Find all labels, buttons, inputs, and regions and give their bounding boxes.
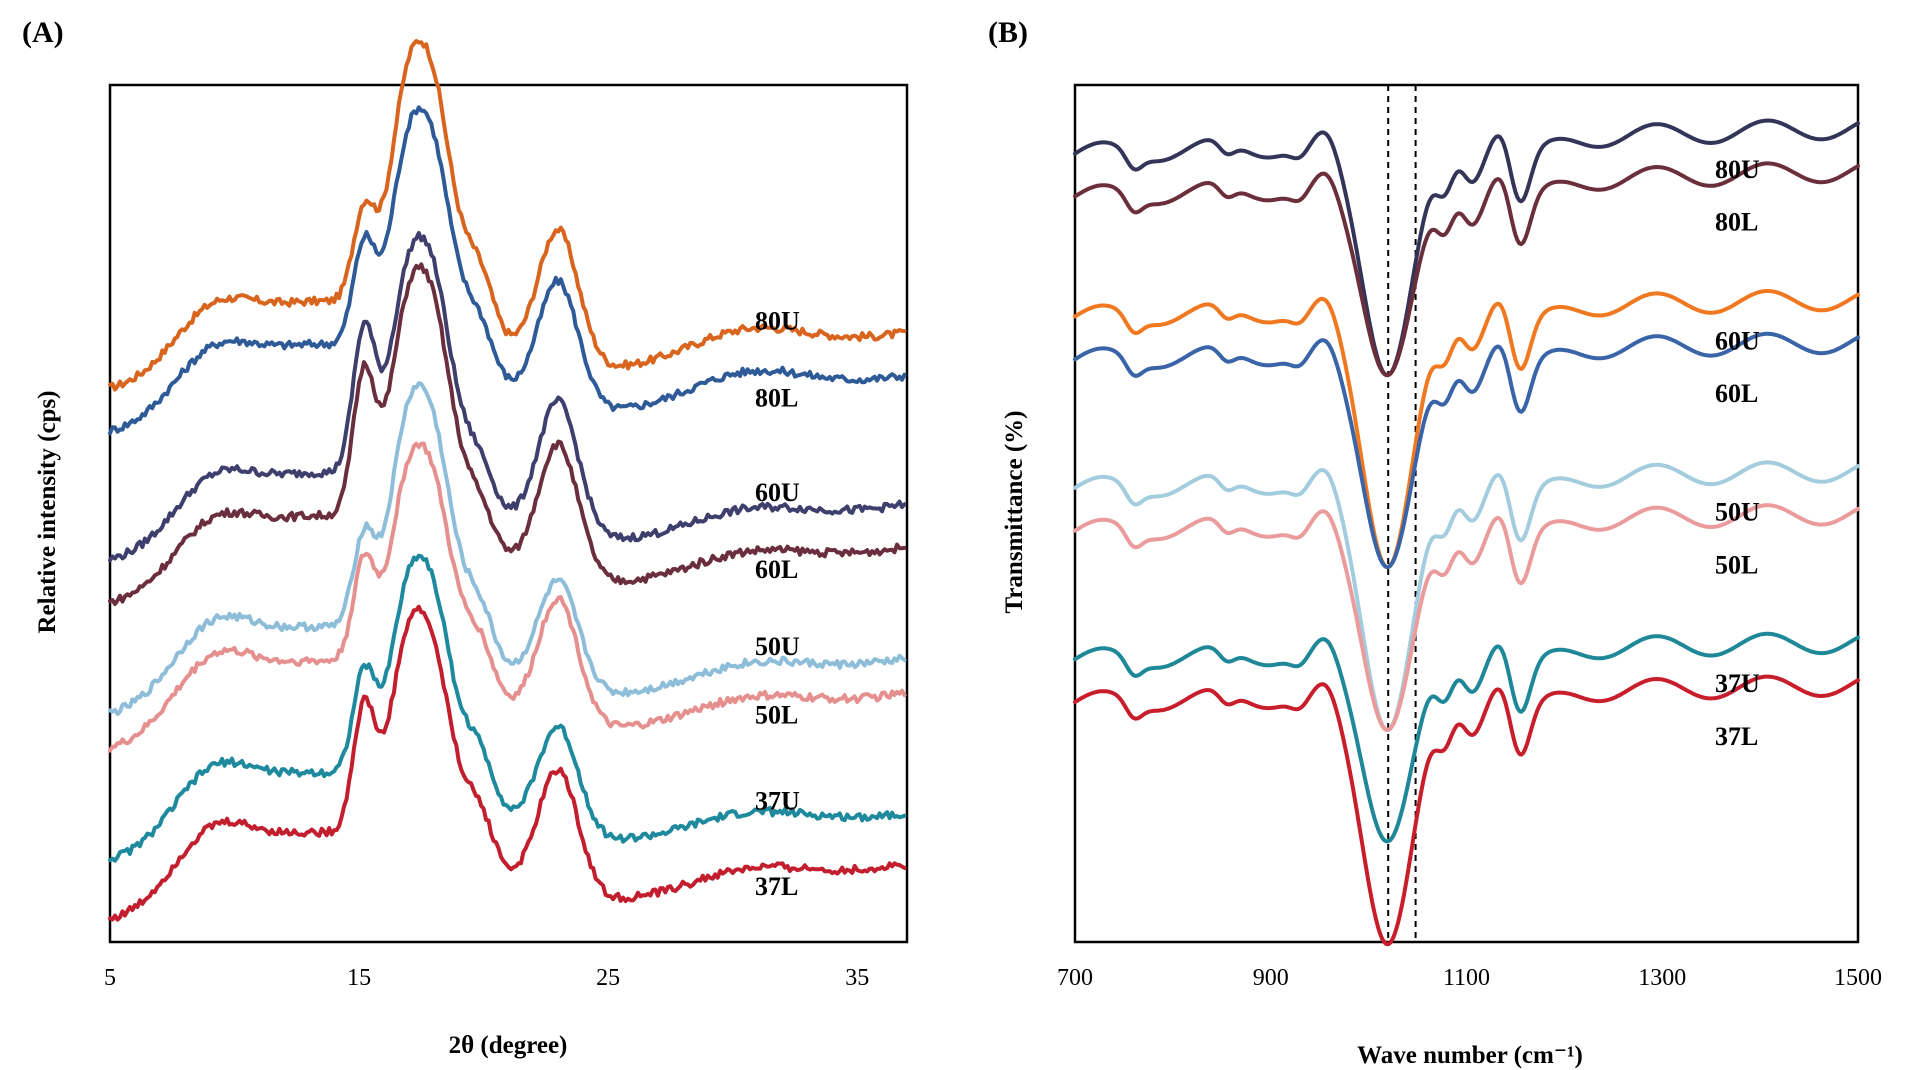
panel-b-y-axis-title: Transmittance (%)	[1001, 411, 1028, 614]
ftir-trace-80U	[1073, 118, 1860, 378]
panel-a-plot-frame	[108, 83, 909, 944]
xrd-label-60U: 60U	[755, 478, 800, 507]
panel-a-x-axis-title: 2θ (degree)	[449, 1032, 568, 1059]
panel-b-x-tick-700: 700	[1057, 965, 1093, 991]
panel-a-x-tick-15: 15	[347, 965, 371, 991]
xrd-label-80U: 80U	[755, 307, 800, 336]
panel-b-x-axis-title: Wave number (cm⁻¹)	[1357, 1042, 1583, 1069]
ftir-label-37U: 37U	[1715, 669, 1760, 698]
xrd-label-50L: 50L	[755, 700, 798, 729]
ftir-trace-50L	[1073, 503, 1860, 732]
panel-b-plot-frame	[1073, 83, 1860, 944]
xrd-trace-60U	[108, 230, 907, 563]
panel-a-x-tick-25: 25	[596, 965, 620, 991]
panel-a-x-ticks: 5 15 25 35	[104, 965, 869, 991]
xrd-label-60L: 60L	[755, 555, 798, 584]
ftir-trace-60L	[1073, 331, 1860, 570]
xrd-trace-60L	[108, 262, 907, 606]
ftir-trace-50U	[1073, 460, 1860, 732]
xrd-label-37U: 37U	[755, 786, 800, 815]
panel-b-x-tick-1500: 1500	[1834, 965, 1882, 991]
ftir-label-50U: 50U	[1715, 498, 1760, 527]
xrd-trace-80U	[108, 39, 907, 392]
ftir-label-37L: 37L	[1715, 722, 1758, 751]
ftir-trace-60U	[1073, 289, 1860, 570]
panel-a-x-tick-5: 5	[104, 965, 116, 991]
ftir-label-60L: 60L	[1715, 379, 1758, 408]
xrd-label-50U: 50U	[755, 632, 800, 661]
panel-a-x-tick-35: 35	[845, 965, 869, 991]
panel-b-x-tick-1100: 1100	[1443, 965, 1490, 991]
ftir-label-60U: 60U	[1715, 326, 1760, 355]
panel-b-x-tick-900: 900	[1253, 965, 1289, 991]
panel-a-series-group	[108, 39, 907, 922]
ftir-trace-37L	[1073, 674, 1860, 947]
xrd-label-80L: 80L	[755, 383, 798, 412]
ftir-label-50L: 50L	[1715, 551, 1758, 580]
panel-b-series-group	[1073, 118, 1860, 947]
panel-b-label: (B)	[988, 16, 1028, 49]
panel-b-x-tick-1300: 1300	[1638, 965, 1686, 991]
panel-b-x-ticks: 700 900 1100 1300 1500	[1057, 965, 1882, 991]
ftir-trace-80L	[1073, 161, 1860, 378]
ftir-label-80U: 80U	[1715, 155, 1760, 184]
ftir-trace-37U	[1073, 631, 1860, 844]
xrd-label-37L: 37L	[755, 872, 798, 901]
ftir-label-80L: 80L	[1715, 208, 1758, 237]
xrd-trace-37L	[108, 604, 907, 922]
panel-b: (B) 80U 80L 60U 60L 50U 50L 37U 37L 700 900 1100 1…	[988, 16, 1882, 1069]
xrd-trace-37U	[108, 553, 907, 863]
xrd-trace-50L	[108, 441, 907, 753]
panel-a: (A) 80U 80L 60U 60L 50U 50L 37U 37L 5 15 25 35 2θ …	[22, 16, 909, 1059]
xrd-trace-80L	[108, 105, 907, 436]
panel-a-y-axis-title: Relative intensity (cps)	[34, 390, 61, 633]
xrd-trace-50U	[108, 381, 907, 716]
panel-b-series-labels: 80U 80L 60U 60L 50U 50L 37U 37L	[1715, 155, 1760, 751]
panel-a-label: (A)	[22, 16, 64, 49]
panel-a-series-labels: 80U 80L 60U 60L 50U 50L 37U 37L	[755, 307, 800, 901]
